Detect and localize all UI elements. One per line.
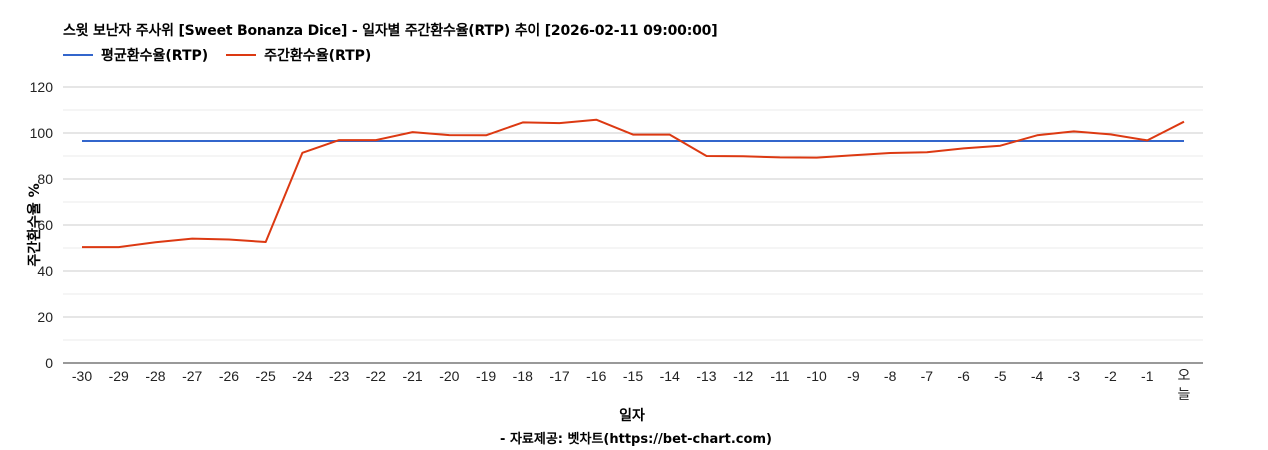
x-tick-label: -17 [549, 368, 569, 384]
x-tick-label: -12 [733, 368, 753, 384]
y-tick-label: 120 [30, 79, 54, 95]
data-source-credit[interactable]: - 자료제공: 벳차트(https://bet-chart.com) [500, 432, 772, 447]
x-tick-label: 오 [1178, 367, 1191, 383]
legend-swatch-blue-line-icon [63, 54, 93, 56]
x-tick-label: -13 [696, 368, 716, 384]
x-tick-label: -4 [1031, 368, 1044, 384]
x-tick-label: -30 [72, 368, 92, 384]
y-tick-label: 0 [45, 355, 53, 371]
y-tick-label: 40 [37, 263, 53, 279]
x-tick-label: -15 [623, 368, 643, 384]
x-tick-label: -29 [109, 368, 129, 384]
y-tick-label: 60 [37, 217, 53, 233]
x-tick-label: -2 [1104, 368, 1117, 384]
legend-label: 주간환수율(RTP) [264, 48, 372, 64]
x-tick-label: -25 [256, 368, 276, 384]
x-tick-label: -5 [994, 368, 1007, 384]
gridlines [63, 86, 1203, 364]
legend-item-average-rtp[interactable]: 평균환수율(RTP) [63, 45, 208, 65]
x-tick-label: -26 [219, 368, 239, 384]
chart-title: 스윗 보난자 주사위 [Sweet Bonanza Dice] - 일자별 주간… [63, 23, 718, 39]
weekly-rtp-line[interactable] [82, 118, 1185, 249]
y-axis-ticks: 0 20 40 60 80 100 120 [30, 79, 54, 371]
x-tick-label: -9 [847, 368, 860, 384]
x-tick-label: -10 [807, 368, 827, 384]
x-tick-label: -27 [182, 368, 202, 384]
x-tick-label: -1 [1141, 368, 1154, 384]
x-axis-ticks: -30 -29 -28 -27 -26 -25 -24 -23 -22 -21 -20 -19 -18-… [72, 367, 1191, 402]
x-tick-label: -19 [476, 368, 496, 384]
x-tick-label: -23 [329, 368, 349, 384]
x-tick-label: -16 [586, 368, 606, 384]
x-tick-label: -8 [884, 368, 897, 384]
y-tick-label: 20 [37, 309, 53, 325]
x-tick-label: -6 [957, 368, 970, 384]
x-tick-label: -18 [513, 368, 533, 384]
legend-swatch-red-line-icon [226, 54, 257, 56]
x-tick-label: -22 [366, 368, 386, 384]
x-tick-label: 늘 [1178, 386, 1191, 402]
x-tick-label: -7 [921, 368, 934, 384]
legend-item-weekly-rtp[interactable]: 주간환수율(RTP) [226, 45, 371, 65]
x-tick-label: -3 [1068, 368, 1081, 384]
x-axis-title-wrap: 일자 [0, 405, 1268, 425]
legend-label: 평균환수율(RTP) [101, 48, 209, 64]
data-series [82, 118, 1185, 249]
x-tick-label: -20 [439, 368, 459, 384]
chart-legend: 평균환수율(RTP) 주간환수율(RTP) [63, 45, 371, 65]
x-axis-title: 일자 [619, 408, 645, 424]
data-source-credit-wrap: - 자료제공: 벳차트(https://bet-chart.com) [0, 428, 1268, 447]
x-tick-label: -11 [770, 368, 789, 384]
x-tick-label: -14 [660, 368, 680, 384]
x-tick-label: -28 [145, 368, 165, 384]
x-tick-label: -24 [292, 368, 312, 384]
y-tick-label: 80 [37, 171, 53, 187]
x-tick-label: -21 [402, 368, 422, 384]
y-tick-label: 100 [30, 125, 54, 141]
